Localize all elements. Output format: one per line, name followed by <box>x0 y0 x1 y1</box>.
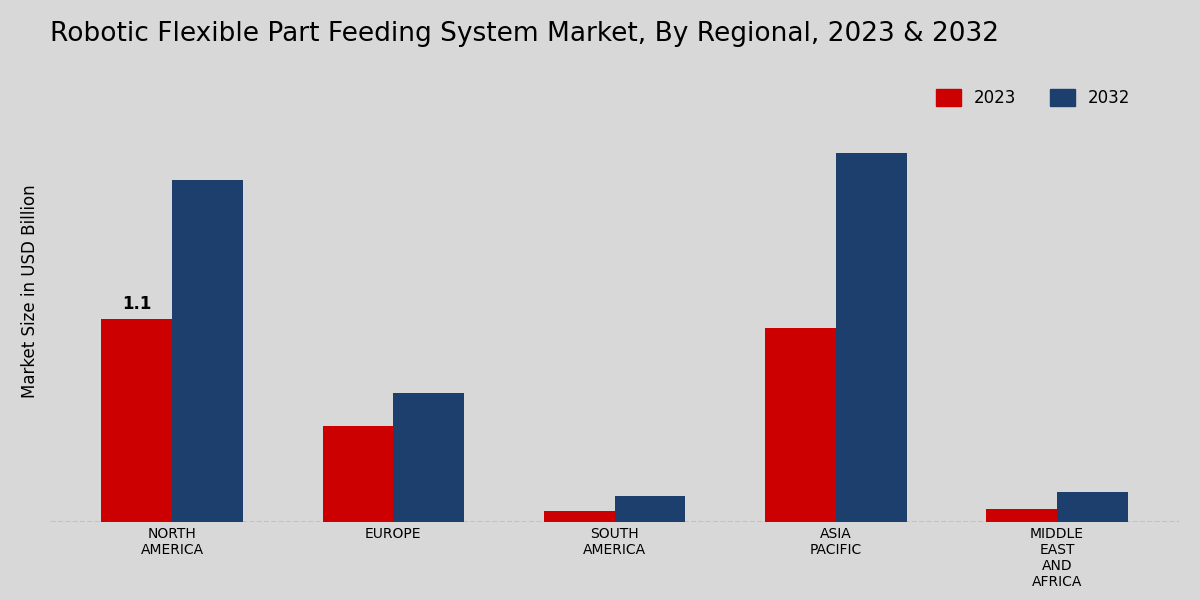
Bar <box>323 426 394 522</box>
Text: 1.1: 1.1 <box>122 295 151 313</box>
Y-axis label: Market Size in USD Billion: Market Size in USD Billion <box>20 184 38 398</box>
Bar <box>766 328 835 522</box>
Bar <box>986 509 1057 522</box>
Legend: 2023, 2032: 2023, 2032 <box>929 82 1136 114</box>
Bar <box>544 511 614 522</box>
Bar <box>835 152 906 522</box>
Bar <box>614 496 685 522</box>
Bar <box>101 319 172 522</box>
Bar <box>1057 493 1128 522</box>
Bar <box>172 181 242 522</box>
Text: Robotic Flexible Part Feeding System Market, By Regional, 2023 & 2032: Robotic Flexible Part Feeding System Mar… <box>50 21 998 47</box>
Bar <box>394 393 464 522</box>
